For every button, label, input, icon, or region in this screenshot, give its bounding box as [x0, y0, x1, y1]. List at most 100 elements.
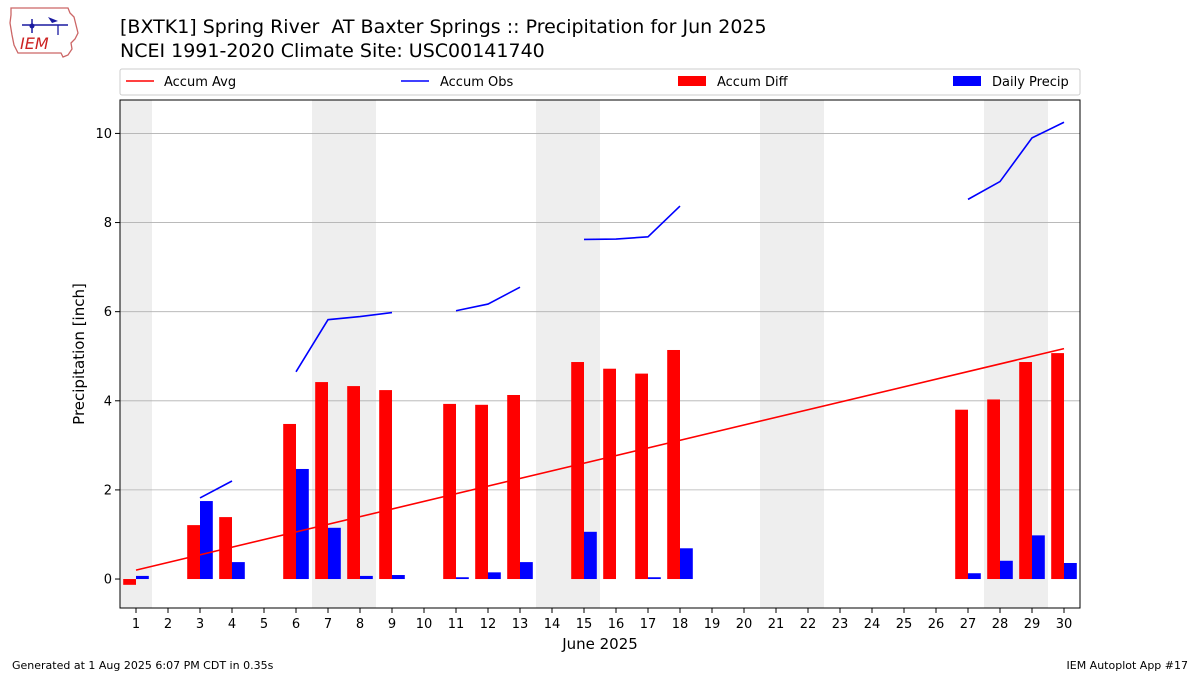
daily-bar-day-3 [200, 501, 213, 580]
daily-bar-day-28 [1000, 560, 1013, 580]
x-tick-label-20: 20 [736, 617, 753, 632]
x-tick-label-22: 22 [800, 617, 817, 632]
x-tick-label-14: 14 [544, 617, 561, 632]
lines [135, 121, 1065, 571]
x-tick-label-1: 1 [132, 617, 140, 632]
x-tick-label-5: 5 [260, 617, 268, 632]
diff-bar-day-27 [955, 409, 968, 580]
daily-bar-day-6 [296, 468, 309, 580]
daily-bar-day-13 [520, 562, 533, 580]
x-tick-label-4: 4 [228, 617, 236, 632]
diff-bar-day-18 [667, 349, 680, 580]
x-tick-label-27: 27 [960, 617, 977, 632]
x-tick-label-8: 8 [356, 617, 364, 632]
weekend-band-2 [536, 100, 600, 608]
diff-bar-day-15 [571, 362, 584, 580]
diff-bar-day-9 [379, 390, 392, 580]
daily-bar-day-29 [1032, 535, 1045, 580]
accum-obs-line-4 [967, 121, 1065, 201]
x-tick-label-23: 23 [832, 617, 849, 632]
diff-bar-day-12 [475, 404, 488, 580]
daily-bar-day-4 [232, 562, 245, 580]
x-tick-label-21: 21 [768, 617, 785, 632]
daily-bar-day-15 [584, 531, 597, 580]
x-tick-label-26: 26 [928, 617, 945, 632]
legend-diff-label: Accum Diff [717, 75, 789, 90]
diff-bar-day-29 [1019, 362, 1032, 580]
grid-lines [120, 133, 1080, 491]
daily-bar-day-18 [680, 548, 693, 580]
legend-daily-label: Daily Precip [992, 75, 1069, 90]
daily-bar-day-27 [968, 573, 981, 580]
legend-diff-swatch [678, 76, 706, 86]
x-tick-label-2: 2 [164, 617, 172, 632]
app-note: IEM Autoplot App #17 [1066, 659, 1189, 672]
x-tick-label-19: 19 [704, 617, 721, 632]
diff-bar-day-30 [1051, 353, 1064, 580]
y-axis-label: Precipitation [inch] [70, 283, 88, 425]
plot-frame [119, 99, 1081, 609]
x-tick-label-13: 13 [512, 617, 529, 632]
daily-bar-day-12 [488, 572, 501, 580]
diff-bar-day-17 [635, 373, 648, 580]
diff-bar-day-3 [187, 525, 200, 580]
legend-frame [119, 68, 1081, 96]
daily-bar-day-30 [1064, 562, 1077, 580]
weekend-band-3 [760, 100, 824, 608]
daily-bar-day-1 [136, 575, 149, 580]
x-tick-label-24: 24 [864, 617, 881, 632]
x-tick-label-10: 10 [416, 617, 433, 632]
accum-obs-line-0 [199, 480, 233, 499]
daily-bar-day-8 [360, 575, 373, 580]
y-tick-label-2: 2 [104, 483, 112, 498]
x-tick-label-18: 18 [672, 617, 689, 632]
accum-obs-line-2 [455, 286, 521, 312]
weekend-band-0 [120, 100, 152, 608]
x-tick-label-7: 7 [324, 617, 332, 632]
generated-note: Generated at 1 Aug 2025 6:07 PM CDT in 0… [12, 659, 274, 672]
x-tick-label-30: 30 [1056, 617, 1073, 632]
daily-bar-day-11 [456, 577, 469, 580]
accum-obs-line-1 [295, 311, 393, 373]
legend-obs-label: Accum Obs [440, 75, 513, 90]
legend: Accum Avg Accum Obs Accum Diff Daily Pre… [119, 68, 1081, 96]
bars [123, 349, 1077, 585]
diff-bar-day-11 [443, 403, 456, 580]
y-tick-label-8: 8 [104, 216, 112, 231]
legend-daily-swatch [953, 76, 981, 86]
x-tick-label-29: 29 [1024, 617, 1041, 632]
chart-title: [BXTK1] Spring River AT Baxter Springs :… [120, 16, 767, 38]
x-tick-label-3: 3 [196, 617, 204, 632]
diff-bar-day-28 [987, 399, 1000, 580]
accum-avg-line [135, 347, 1065, 571]
y-tick-label-0: 0 [104, 573, 112, 588]
x-tick-label-28: 28 [992, 617, 1009, 632]
x-tick-label-16: 16 [608, 617, 625, 632]
daily-bar-day-9 [392, 575, 405, 580]
daily-bar-day-17 [648, 577, 661, 580]
x-axis-label: June 2025 [561, 635, 638, 653]
daily-bar-day-7 [328, 527, 341, 580]
diff-bar-day-8 [347, 386, 360, 580]
chart-subtitle: NCEI 1991-2020 Climate Site: USC00141740 [120, 40, 545, 62]
y-tick-label-10: 10 [95, 127, 112, 142]
x-tick-label-12: 12 [480, 617, 497, 632]
x-tick-label-17: 17 [640, 617, 657, 632]
diff-bar-day-1 [123, 579, 136, 585]
legend-avg-label: Accum Avg [164, 75, 236, 90]
diff-bar-day-7 [315, 382, 328, 580]
x-tick-label-11: 11 [448, 617, 465, 632]
diff-bar-day-6 [283, 423, 296, 580]
x-tick-label-25: 25 [896, 617, 913, 632]
accum-obs-line-3 [583, 205, 681, 241]
diff-bar-day-16 [603, 368, 616, 580]
diff-bar-day-13 [507, 394, 520, 580]
x-tick-label-9: 9 [388, 617, 396, 632]
iem-logo: IEM [8, 5, 80, 63]
x-tick-label-6: 6 [292, 617, 300, 632]
y-tick-label-6: 6 [104, 305, 112, 320]
y-tick-label-4: 4 [104, 394, 112, 409]
x-tick-label-15: 15 [576, 617, 593, 632]
